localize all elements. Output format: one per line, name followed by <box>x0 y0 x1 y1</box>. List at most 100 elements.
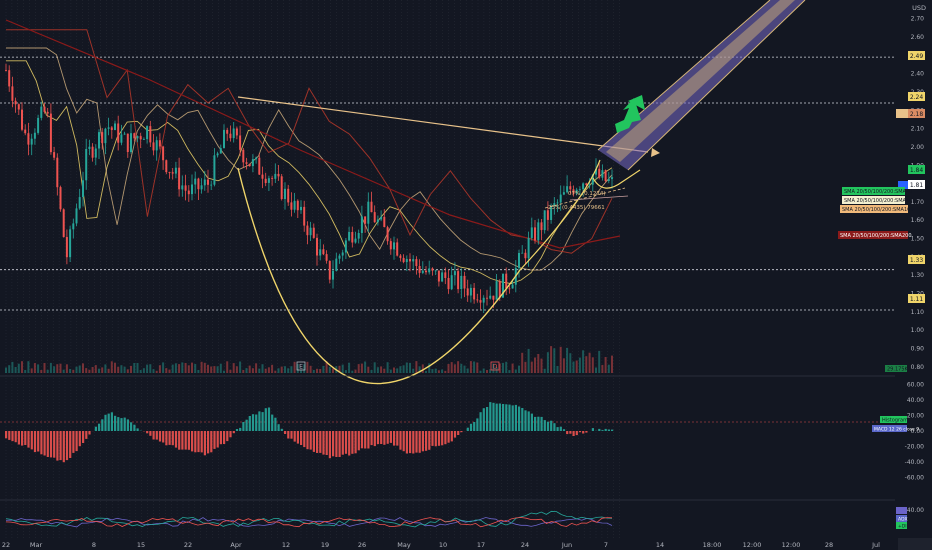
candle-body <box>33 132 36 139</box>
time-tick: 22 <box>2 541 10 549</box>
price-tick: 2.40 <box>911 71 925 78</box>
volume-bar <box>287 368 290 373</box>
macd-bar <box>207 431 210 454</box>
macd-bar <box>168 431 171 445</box>
candle-body <box>492 295 495 300</box>
macd-bar <box>405 431 408 454</box>
candle-body <box>5 70 7 71</box>
candle-body <box>49 113 52 153</box>
candle-body <box>595 168 597 175</box>
macd-bar <box>575 431 578 436</box>
candle-body <box>277 173 280 177</box>
candle-body <box>447 278 450 290</box>
volume-bar <box>120 365 123 373</box>
candle-body <box>405 259 408 263</box>
candle-body <box>479 300 482 303</box>
time-tick: 24 <box>521 541 529 549</box>
price-tick: 1.60 <box>911 217 925 224</box>
volume-bar <box>316 368 318 373</box>
trendline-arrowhead <box>651 148 660 157</box>
candle-body <box>107 127 110 129</box>
candle-body <box>537 222 540 241</box>
volume-bar <box>46 369 49 373</box>
volume-bar <box>380 366 383 373</box>
price-axis[interactable] <box>895 0 932 538</box>
volume-bar <box>357 364 360 373</box>
volume-bar <box>469 361 472 373</box>
cup-curve-right[interactable] <box>519 159 601 271</box>
currency-label: USD <box>912 4 926 12</box>
candle-body <box>482 297 485 303</box>
macd-bar <box>325 431 328 455</box>
candle-body <box>11 86 14 101</box>
candle-body <box>226 129 229 134</box>
macd-bar <box>197 431 200 453</box>
volume-bar <box>303 364 306 373</box>
macd-bar <box>43 431 46 456</box>
volume-bar <box>5 367 7 373</box>
candle-body <box>178 167 181 190</box>
macd-bar <box>505 404 508 431</box>
macd-bar <box>495 403 498 431</box>
candle-body <box>232 128 235 139</box>
candle-body <box>168 172 171 173</box>
candle-body <box>271 178 274 179</box>
handle-curve[interactable] <box>592 169 641 189</box>
volume-bar <box>30 368 33 373</box>
volume-bar <box>447 364 450 373</box>
macd-bar <box>82 431 85 443</box>
macd-bar <box>527 411 530 431</box>
volume-bar <box>203 362 206 373</box>
candle-body <box>46 111 49 114</box>
tag-2-24: 2.24 <box>910 94 924 101</box>
candle-body <box>502 273 504 298</box>
volume-bar <box>210 366 213 373</box>
macd-bar <box>107 413 110 431</box>
time-axis[interactable] <box>0 538 932 550</box>
macd-bar <box>370 431 373 446</box>
macd-bar <box>235 429 239 431</box>
volume-bar <box>191 362 193 373</box>
candle-body <box>296 200 299 211</box>
volume-bar <box>482 368 485 373</box>
macd-tick: 20.00 <box>907 413 924 420</box>
tag-1-33: 1.33 <box>910 257 924 264</box>
candle-body <box>383 216 386 228</box>
cup-curve[interactable] <box>237 167 521 385</box>
candle-body <box>98 132 100 149</box>
candle-body <box>43 106 46 112</box>
volume-bar <box>88 369 91 373</box>
volume-bar <box>17 363 20 373</box>
candle-body <box>37 117 40 133</box>
volume-bar <box>409 362 411 373</box>
volume-bar <box>511 363 514 373</box>
volume-bar <box>306 361 309 373</box>
price-tick: 2.60 <box>911 34 925 41</box>
volume-bar <box>354 369 357 373</box>
macd-bar <box>482 408 485 431</box>
macd-bar <box>373 431 376 447</box>
sma200-tag: SMA 20/50/100/200:SMA200 <box>840 233 912 239</box>
macd-bar <box>402 431 405 452</box>
target-channel[interactable] <box>598 0 805 170</box>
volume-bar <box>595 367 597 373</box>
trendline[interactable] <box>237 96 649 153</box>
candle-body <box>578 189 581 191</box>
event-marker-a[interactable]: E <box>296 361 306 371</box>
macd-bar <box>425 431 428 451</box>
volume-bar <box>255 363 258 373</box>
event-marker-b[interactable]: D <box>490 361 500 371</box>
volume-bar <box>142 368 145 373</box>
macd-bar <box>56 431 59 461</box>
candle-body <box>409 259 411 262</box>
volume-bar <box>418 366 421 373</box>
candle-body <box>162 146 165 161</box>
price-tick: 1.50 <box>911 236 925 243</box>
volume-bar <box>296 363 299 373</box>
macd-bar <box>187 431 190 450</box>
macd-bar <box>216 431 219 448</box>
macd-bar <box>598 428 601 431</box>
price-tick: 0.90 <box>911 346 925 353</box>
volume-bar <box>261 364 264 373</box>
